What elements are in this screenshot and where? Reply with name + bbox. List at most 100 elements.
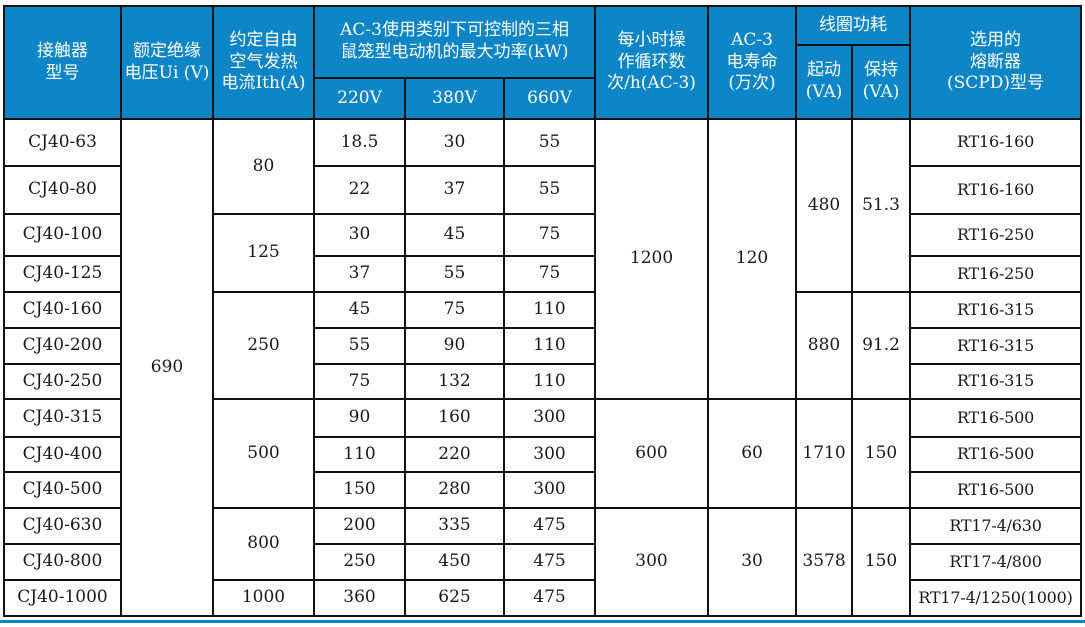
cell-power-660v: 475 (502, 507, 597, 545)
cell-model: CJ40-125 (3, 255, 122, 293)
cell-power-220v: 200 (313, 507, 406, 545)
table-row: CJ40-400 110 220 300 RT16-500 (3, 436, 1083, 473)
cell-power-660v: 300 (502, 398, 597, 438)
header-coil-start-va: 起动 (VA) (795, 44, 854, 120)
cell-power-220v: 360 (313, 579, 406, 617)
cell-power-220v: 22 (313, 165, 406, 215)
cell-power-220v: 250 (313, 543, 406, 581)
cell-coil-start: 880 (795, 291, 854, 400)
header-operating-cycles: 每小时操 作循环数 次/h(AC-3) (594, 5, 710, 120)
cell-power-220v: 110 (313, 436, 406, 473)
cell-power-380v: 90 (404, 327, 505, 365)
cell-fuse: RT16-500 (909, 436, 1083, 473)
cell-model: CJ40-800 (3, 543, 122, 581)
cell-fuse: RT17-4/800 (909, 543, 1083, 581)
cell-power-220v: 55 (313, 327, 406, 365)
cell-model: CJ40-1000 (3, 579, 122, 617)
cell-power-660v: 300 (502, 471, 597, 509)
header-380v: 380V (404, 77, 505, 120)
cell-power-660v: 475 (502, 543, 597, 581)
cell-model: CJ40-630 (3, 507, 122, 545)
cell-model: CJ40-100 (3, 213, 122, 257)
header-coil-power: 线圈功耗 (795, 5, 912, 46)
cell-power-380v: 30 (404, 118, 505, 167)
cell-model: CJ40-160 (3, 291, 122, 329)
cell-power-220v: 150 (313, 471, 406, 509)
cell-coil-start: 1710 (795, 398, 854, 509)
table-row: CJ40-800 250 450 475 RT17-4/800 (3, 543, 1083, 581)
cell-power-380v: 335 (404, 507, 505, 545)
table-row: CJ40-125 37 55 75 RT16-250 (3, 255, 1083, 293)
cell-thermal-current: 125 (212, 213, 315, 293)
cell-power-660v: 110 (502, 327, 597, 365)
cell-power-660v: 475 (502, 579, 597, 617)
cell-power-380v: 45 (404, 213, 505, 257)
cell-thermal-current: 500 (212, 398, 315, 509)
table-header: 接触器 型号 额定绝缘 电压Ui (V) 约定自由 空气发热 电流Ith(A) … (3, 5, 1083, 120)
cell-fuse: RT17-4/630 (909, 507, 1083, 545)
cell-power-660v: 75 (502, 255, 597, 293)
bottom-accent-bar (0, 620, 1085, 623)
cell-power-220v: 30 (313, 213, 406, 257)
table-row: CJ40-250 75 132 110 RT16-315 (3, 363, 1083, 400)
cell-power-380v: 450 (404, 543, 505, 581)
cell-model: CJ40-315 (3, 398, 122, 438)
header-220v: 220V (313, 77, 406, 120)
cell-insulation-voltage: 690 (120, 118, 214, 617)
cell-power-220v: 45 (313, 291, 406, 329)
cell-power-220v: 18.5 (313, 118, 406, 167)
table-row: CJ40-315 500 90 160 300 600 60 1710 150 … (3, 398, 1083, 509)
cell-model: CJ40-63 (3, 118, 122, 167)
table-row: CJ40-1000 1000 360 625 475 RT17-4/1250(1… (3, 579, 1083, 617)
cell-operating-cycles: 300 (594, 507, 710, 617)
cell-power-660v: 110 (502, 363, 597, 400)
table-row: CJ40-160 250 45 75 110 880 91.2 RT16-315 (3, 291, 1083, 400)
cell-power-660v: 55 (502, 118, 597, 167)
cell-coil-start: 3578 (795, 507, 854, 617)
cell-thermal-current: 80 (212, 118, 315, 215)
cell-fuse: RT17-4/1250(1000) (909, 579, 1083, 617)
cell-power-660v: 300 (502, 436, 597, 473)
cell-power-660v: 75 (502, 213, 597, 257)
table-row: CJ40-100 125 30 45 75 RT16-250 (3, 213, 1083, 293)
cell-power-380v: 220 (404, 436, 505, 473)
table-row: CJ40-500 150 280 300 RT16-500 (3, 471, 1083, 509)
cell-operating-cycles: 1200 (594, 118, 710, 400)
cell-fuse: RT16-500 (909, 471, 1083, 509)
cell-operating-cycles: 600 (594, 398, 710, 509)
cell-fuse: RT16-250 (909, 255, 1083, 293)
cell-model: CJ40-80 (3, 165, 122, 215)
header-660v: 660V (502, 77, 597, 120)
header-model: 接触器 型号 (3, 5, 122, 120)
cell-coil-hold: 91.2 (851, 291, 912, 400)
cell-thermal-current: 800 (212, 507, 315, 581)
cell-coil-hold: 51.3 (851, 118, 912, 293)
cell-power-660v: 55 (502, 165, 597, 215)
cell-fuse: RT16-315 (909, 327, 1083, 365)
contactor-spec-table: 接触器 型号 额定绝缘 电压Ui (V) 约定自由 空气发热 电流Ith(A) … (3, 5, 1083, 617)
cell-fuse: RT16-160 (909, 118, 1083, 167)
header-insulation-voltage: 额定绝缘 电压Ui (V) (120, 5, 214, 120)
cell-power-380v: 280 (404, 471, 505, 509)
cell-model: CJ40-250 (3, 363, 122, 400)
cell-power-660v: 110 (502, 291, 597, 329)
cell-power-220v: 37 (313, 255, 406, 293)
cell-power-380v: 132 (404, 363, 505, 400)
cell-electrical-life: 120 (707, 118, 798, 400)
cell-coil-hold: 150 (851, 507, 912, 617)
cell-power-380v: 160 (404, 398, 505, 438)
table-row: CJ40-630 800 200 335 475 300 30 3578 150… (3, 507, 1083, 617)
cell-fuse: RT16-500 (909, 398, 1083, 438)
cell-model: CJ40-400 (3, 436, 122, 473)
cell-power-380v: 625 (404, 579, 505, 617)
table-body: CJ40-63 690 80 18.5 30 55 1200 120 480 5… (3, 118, 1083, 617)
cell-electrical-life: 60 (707, 398, 798, 509)
cell-model: CJ40-200 (3, 327, 122, 365)
cell-electrical-life: 30 (707, 507, 798, 617)
cell-power-380v: 55 (404, 255, 505, 293)
cell-model: CJ40-500 (3, 471, 122, 509)
cell-fuse: RT16-250 (909, 213, 1083, 257)
cell-power-220v: 90 (313, 398, 406, 438)
header-thermal-current: 约定自由 空气发热 电流Ith(A) (212, 5, 315, 120)
cell-coil-hold: 150 (851, 398, 912, 509)
